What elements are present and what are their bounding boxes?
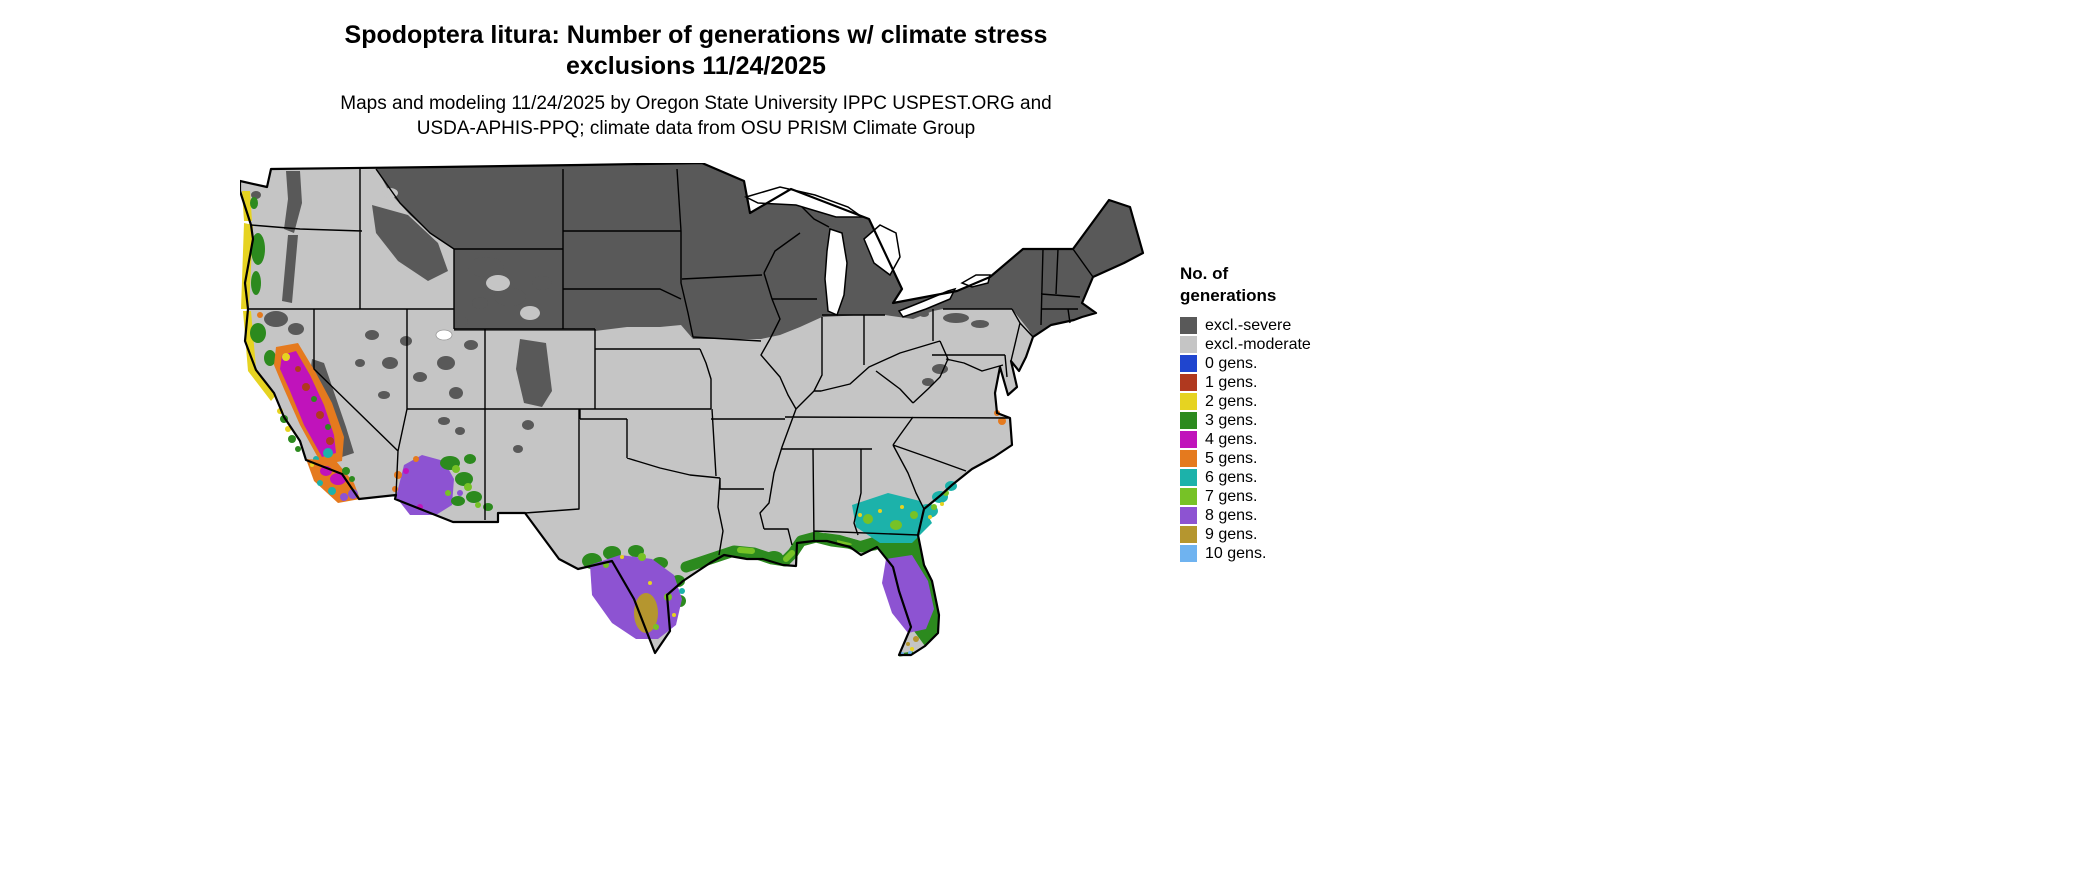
legend-swatch <box>1180 545 1197 563</box>
legend-label: 5 gens. <box>1205 450 1258 468</box>
national-outline-layer <box>240 163 1145 657</box>
state-borders-layer <box>248 168 1094 556</box>
legend-title: No. of generations <box>1180 263 1400 307</box>
legend-swatch <box>1180 317 1197 335</box>
legend-label: 8 gens. <box>1205 507 1258 525</box>
legend-label: 9 gens. <box>1205 526 1258 544</box>
lake-erie-shape <box>897 287 957 318</box>
legend-swatch <box>1180 488 1197 506</box>
legend-swatch <box>1180 393 1197 411</box>
legend-entry-g0: 0 gens. <box>1180 354 1400 373</box>
us-outline-stroke <box>240 163 1145 657</box>
legend-label: 2 gens. <box>1205 393 1258 411</box>
legend-swatch <box>1180 431 1197 449</box>
legend-entry-g9: 9 gens. <box>1180 525 1400 544</box>
legend-entry-moderate: excl.-moderate <box>1180 335 1400 354</box>
great-salt-lake-shape <box>435 329 453 341</box>
legend-swatch <box>1180 469 1197 487</box>
legend-label: 3 gens. <box>1205 412 1258 430</box>
legend-label: 10 gens. <box>1205 545 1267 563</box>
legend: No. of generations excl.-severe excl.-mode… <box>1180 263 1400 563</box>
legend-entry-g10: 10 gens. <box>1180 544 1400 563</box>
page-title-line1: Spodoptera litura: Number of generations… <box>344 21 1048 49</box>
legend-entries: excl.-severe excl.-moderate 0 gens. 1 gens.… <box>1180 316 1400 563</box>
legend-swatch <box>1180 526 1197 544</box>
subtitle-line1: Maps and modeling 11/24/2025 by Oregon S… <box>340 93 1052 114</box>
us-map-svg <box>240 163 1145 657</box>
legend-swatch <box>1180 336 1197 354</box>
legend-label: 6 gens. <box>1205 469 1258 487</box>
legend-entry-g4: 4 gens. <box>1180 430 1400 449</box>
legend-label: 1 gens. <box>1205 374 1258 392</box>
legend-label: 7 gens. <box>1205 488 1258 506</box>
legend-entry-g6: 6 gens. <box>1180 468 1400 487</box>
legend-swatch <box>1180 507 1197 525</box>
legend-entry-g3: 3 gens. <box>1180 411 1400 430</box>
legend-title-line1: No. of <box>1180 264 1229 283</box>
legend-entry-severe: excl.-severe <box>1180 316 1400 335</box>
page-title: Spodoptera litura: Number of generations… <box>0 20 1392 83</box>
legend-entry-g7: 7 gens. <box>1180 487 1400 506</box>
legend-swatch <box>1180 450 1197 468</box>
legend-label: 4 gens. <box>1205 431 1258 449</box>
legend-swatch <box>1180 374 1197 392</box>
legend-swatch <box>1180 412 1197 430</box>
legend-label: excl.-severe <box>1205 317 1292 335</box>
us-map <box>240 163 1167 663</box>
legend-entry-g2: 2 gens. <box>1180 392 1400 411</box>
legend-entry-g1: 1 gens. <box>1180 373 1400 392</box>
legend-title-line2: generations <box>1180 286 1277 306</box>
legend-swatch <box>1180 355 1197 373</box>
page-title-line2: exclusions 11/24/2025 <box>566 52 826 81</box>
legend-label: excl.-moderate <box>1205 336 1311 354</box>
subtitle: Maps and modeling 11/24/2025 by Oregon S… <box>0 91 1392 141</box>
legend-entry-g5: 5 gens. <box>1180 449 1400 468</box>
subtitle-line2: USDA-APHIS-PPQ; climate data from OSU PR… <box>416 118 976 140</box>
legend-label: 0 gens. <box>1205 355 1258 373</box>
lakes-layer <box>435 186 991 341</box>
lake-huron-shape <box>863 224 901 277</box>
legend-entry-g8: 8 gens. <box>1180 506 1400 525</box>
